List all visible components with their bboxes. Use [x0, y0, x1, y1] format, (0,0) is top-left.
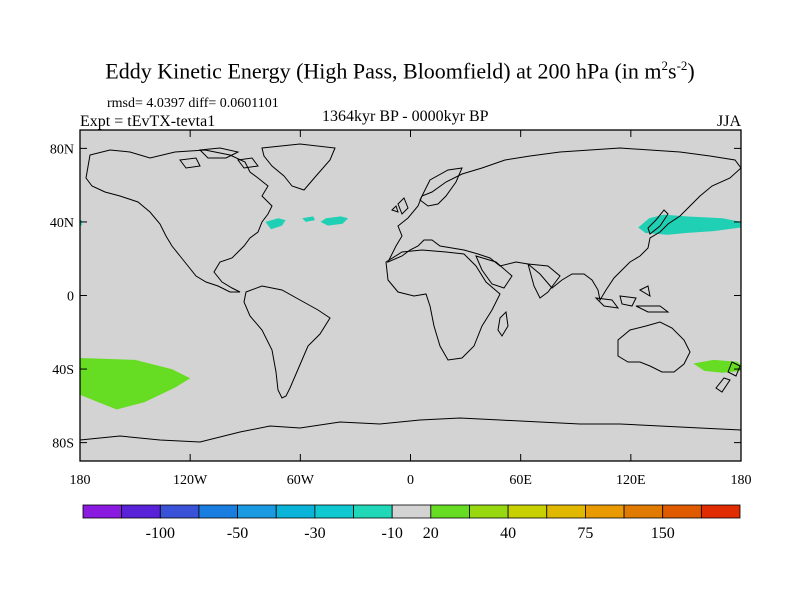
coastlines [80, 143, 741, 443]
colorbar-swatch [353, 504, 393, 519]
lon-label: 120W [173, 473, 208, 488]
colorbar-label: 20 [423, 525, 439, 542]
colorbar-label: -10 [382, 525, 403, 542]
coast-british-isles [391, 197, 409, 215]
colorbar: -100 -50 -30 -10 20 40 75 150 [82, 504, 741, 542]
anomaly-south-pacific [80, 358, 191, 410]
colorbar-swatch [585, 504, 625, 519]
coast-arctic-islands [179, 147, 259, 169]
colorbar-label: -100 [146, 525, 175, 542]
lat-label: 80S [52, 437, 74, 452]
colorbar-label: 75 [577, 525, 593, 542]
colorbar-swatch [82, 504, 123, 519]
colorbar-label: 150 [651, 525, 675, 542]
coast-arabia [475, 255, 513, 289]
coast-australia [617, 321, 691, 373]
coast-south-america [243, 285, 331, 399]
coast-new-zealand [715, 361, 741, 393]
colorbar-swatch [275, 504, 316, 519]
coast-eurasia [386, 147, 741, 302]
colorbar-swatch [314, 504, 354, 519]
lon-label: 180 [70, 473, 91, 488]
coast-japan [647, 209, 669, 235]
coast-indonesia [594, 285, 670, 313]
colorbar-swatch [121, 504, 161, 519]
colorbar-swatch [700, 504, 741, 519]
colorbar-swatch [507, 504, 548, 519]
colorbar-swatch [662, 504, 702, 519]
colorbar-swatch [430, 504, 470, 519]
colorbar-label: -30 [304, 525, 325, 542]
experiment-label: Expt = tEvTX-tevta1 [80, 113, 216, 130]
colorbar-swatch [469, 504, 509, 519]
coast-madagascar [497, 310, 509, 337]
colorbar-swatch [237, 504, 277, 519]
lat-label: 40N [50, 216, 74, 231]
colorbar-swatch [391, 504, 432, 519]
stats-line: rmsd= 4.0397 diff= 0.0601101 [107, 96, 279, 111]
colorbar-label: -50 [227, 525, 248, 542]
colorbar-swatch [159, 504, 200, 519]
coast-greenland [261, 143, 336, 191]
coast-india [527, 263, 561, 299]
anomaly-north-atlantic-mid [320, 216, 349, 226]
season-label: JJA [716, 113, 741, 130]
coast-africa [385, 249, 501, 361]
lat-label: 40S [52, 363, 74, 378]
lon-label: 60E [509, 473, 532, 488]
colorbar-swatch [623, 504, 664, 519]
lat-label: 80N [50, 142, 74, 157]
axis-ticks: 80N 40N 0 40S 80S 180 120W 60W 0 60E 120E 180 [50, 130, 752, 488]
colorbar-label: 40 [500, 525, 516, 542]
lat-label: 0 [67, 290, 74, 305]
anomaly-north-atlantic-small [302, 216, 315, 222]
lon-label: 120E [616, 473, 646, 488]
coast-antarctica [80, 417, 741, 443]
lon-label: 0 [407, 473, 414, 488]
lon-label: 180 [731, 473, 752, 488]
anomaly-north-atlantic-west [265, 218, 286, 230]
coast-scandinavia [419, 167, 463, 207]
figure-title: Eddy Kinetic Energy (High Pass, Bloomfie… [105, 58, 695, 84]
colorbar-swatch [198, 504, 238, 519]
colorbar-swatch [546, 504, 586, 519]
lon-label: 60W [287, 473, 315, 488]
period-label: 1364kyr BP - 0000kyr BP [322, 108, 489, 125]
